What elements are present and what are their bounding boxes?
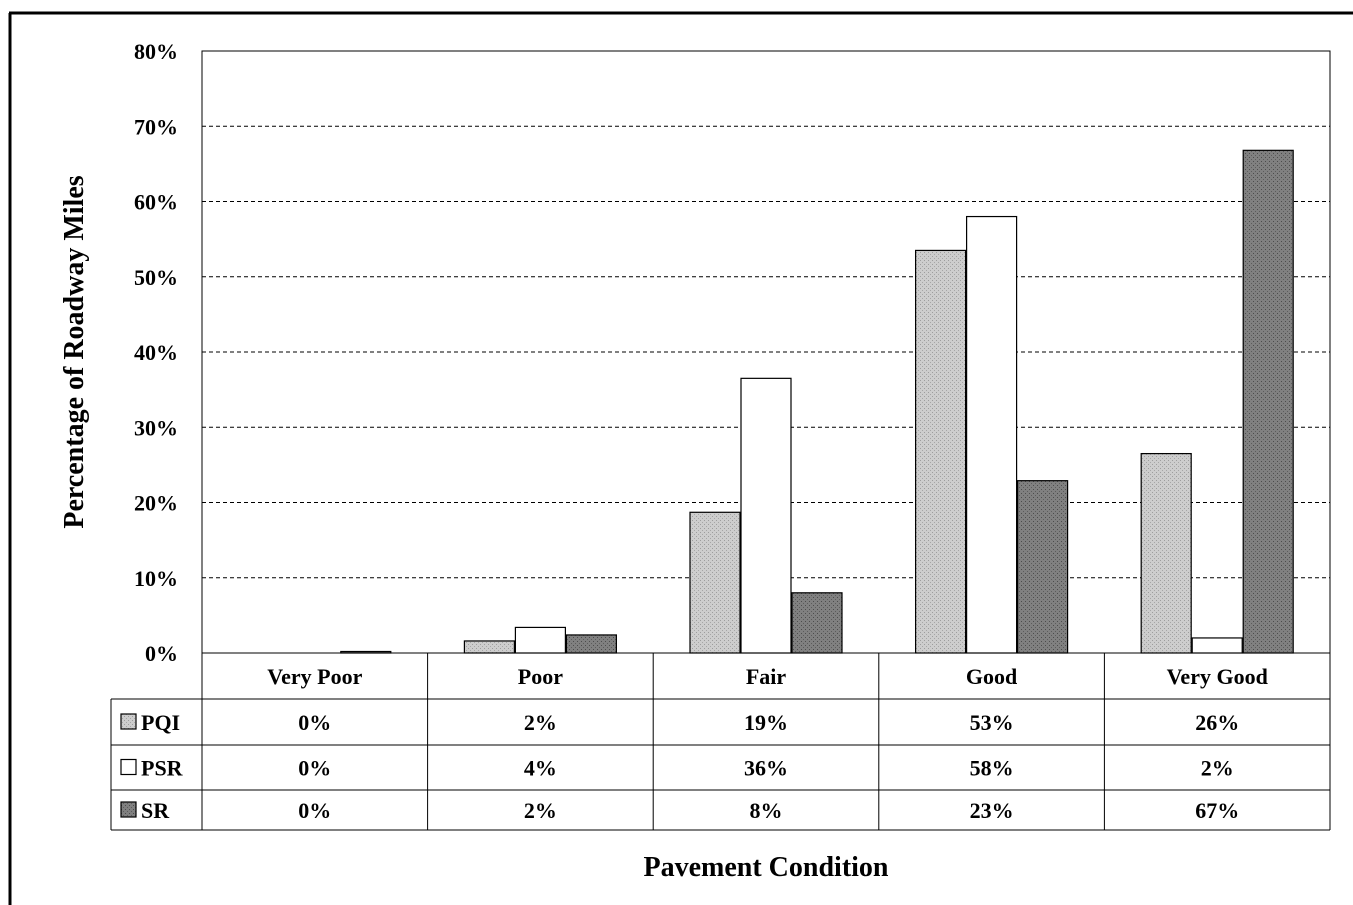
data-label: 4% <box>524 756 557 781</box>
bar-psr <box>740 377 792 654</box>
data-label: 0% <box>298 798 331 823</box>
y-tick-label: 40% <box>134 340 178 365</box>
category-label: Very Good <box>1167 664 1268 689</box>
data-label: 53% <box>970 710 1014 735</box>
legend-label: PSR <box>141 756 184 781</box>
bar-psr <box>514 626 567 654</box>
x-axis-title: Pavement Condition <box>644 852 889 883</box>
bar-sr <box>1242 149 1294 654</box>
data-table: Very Poor Poor Fair Good Very Good PQI 0% 2% 19%… <box>110 652 1331 831</box>
bars <box>340 149 1294 654</box>
legend-key-sr <box>120 801 137 818</box>
data-label: 0% <box>298 710 331 735</box>
data-label: 8% <box>750 798 783 823</box>
bar-sr <box>1016 480 1069 654</box>
y-tick-label: 80% <box>134 39 178 64</box>
bar-sr <box>791 592 843 654</box>
data-label: 2% <box>524 798 557 823</box>
data-label: 26% <box>1195 710 1239 735</box>
bar-pqi <box>689 511 741 654</box>
data-label: 36% <box>744 756 788 781</box>
category-label: Fair <box>746 664 787 689</box>
y-tick-label: 0% <box>145 641 178 666</box>
bar-pqi <box>463 640 515 654</box>
legend-key-pqi <box>120 713 137 730</box>
legend-label: PQI <box>141 710 180 735</box>
bar-psr <box>1191 637 1243 654</box>
category-label: Good <box>966 664 1017 689</box>
data-label: 23% <box>970 798 1014 823</box>
data-label: 67% <box>1195 798 1239 823</box>
bar-sr <box>565 634 618 654</box>
y-tick-label: 60% <box>134 190 178 215</box>
legend-label: SR <box>141 798 170 823</box>
data-label: 2% <box>1201 756 1234 781</box>
bar-psr <box>965 215 1018 654</box>
bar-pqi <box>1140 452 1192 654</box>
y-tick-labels: 0% 10% 20% 30% 40% 50% 60% 70% 80% <box>134 39 178 666</box>
data-label: 0% <box>298 756 331 781</box>
y-tick-label: 30% <box>134 415 178 440</box>
category-label: Poor <box>518 664 563 689</box>
y-tick-label: 70% <box>134 114 178 139</box>
bar-pqi <box>914 249 967 654</box>
category-label: Very Poor <box>267 664 362 689</box>
legend-key-psr <box>120 758 137 776</box>
data-label: 19% <box>744 710 788 735</box>
y-axis-title: Percentage of Roadway Miles <box>59 175 90 528</box>
data-label: 2% <box>524 710 557 735</box>
y-tick-label: 50% <box>134 265 178 290</box>
y-tick-label: 10% <box>134 566 178 591</box>
data-label: 58% <box>970 756 1014 781</box>
y-tick-label: 20% <box>134 491 178 516</box>
